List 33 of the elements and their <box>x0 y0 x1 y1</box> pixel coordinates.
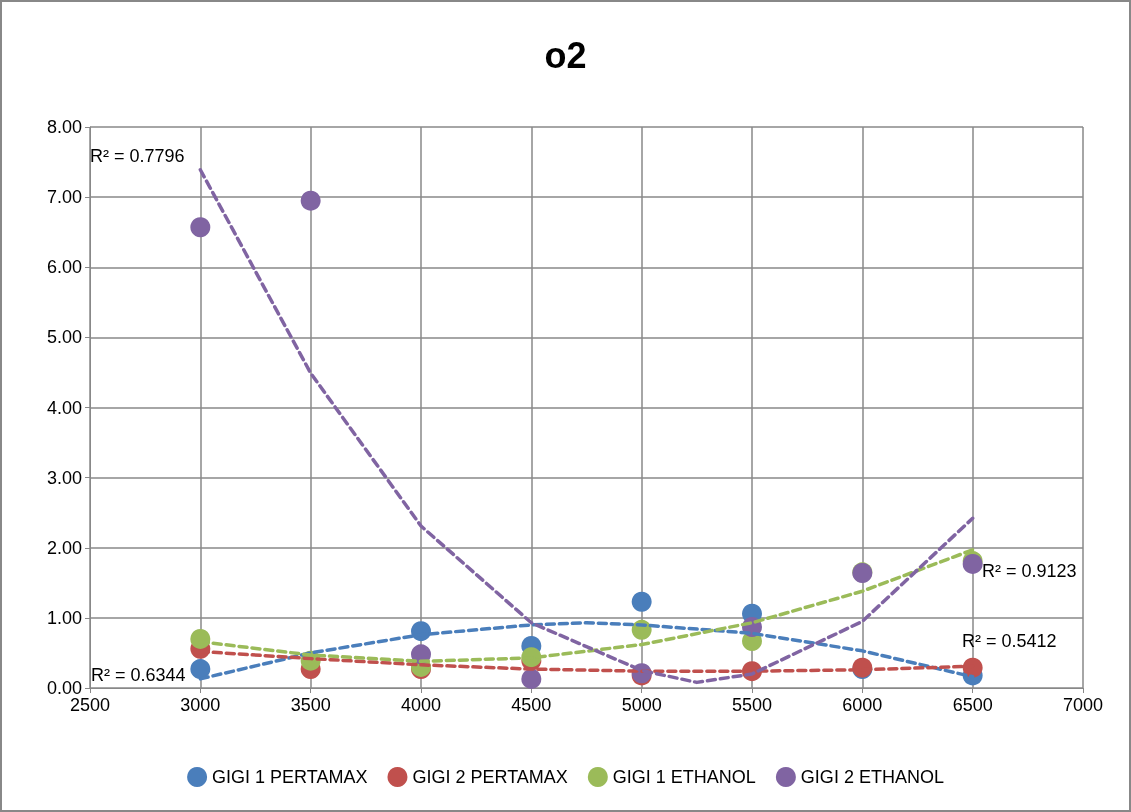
y-tick-label: 3.00 <box>46 467 82 488</box>
point <box>190 217 211 238</box>
y-tick-label: 4.00 <box>46 397 82 418</box>
legend-label: GIGI 2 ETHANOL <box>800 767 944 787</box>
point <box>300 190 321 211</box>
annotation: R² = 0.7796 <box>90 146 185 166</box>
x-tick-label: 6000 <box>842 695 883 715</box>
legend-label: GIGI 1 ETHANOL <box>612 767 756 787</box>
y-tick-label: 7.00 <box>46 187 82 208</box>
annotation: R² = 0.6344 <box>91 665 186 685</box>
x-tick-label: 3500 <box>290 695 331 715</box>
x-tick-label: 3000 <box>180 695 221 715</box>
chart-title: o2 <box>544 34 587 76</box>
legend-label: GIGI 2 PERTAMAX <box>412 767 568 787</box>
y-tick-label: 1.00 <box>46 607 82 628</box>
y-tick-label: 0.00 <box>46 678 82 698</box>
x-tick-label: 6500 <box>952 695 993 715</box>
point <box>521 668 542 689</box>
annotation: R² = 0.5412 <box>962 631 1057 651</box>
x-tick-label: 2500 <box>69 695 111 715</box>
y-tick-label: 8.00 <box>46 117 82 137</box>
x-tick-label: 5500 <box>731 695 773 715</box>
annotation: R² = 0.9123 <box>982 561 1077 581</box>
x-tick-label: 4500 <box>511 695 552 715</box>
x-tick-label: 5000 <box>621 695 662 715</box>
x-tick-label: 7000 <box>1062 695 1104 715</box>
y-tick-label: 6.00 <box>46 257 82 278</box>
y-tick-label: 5.00 <box>46 327 82 348</box>
y-tick-label: 2.00 <box>46 537 82 558</box>
legend-label: GIGI 1 PERTAMAX <box>212 767 368 787</box>
point <box>190 659 211 680</box>
x-tick-label: 4000 <box>400 695 442 715</box>
point <box>631 591 652 612</box>
